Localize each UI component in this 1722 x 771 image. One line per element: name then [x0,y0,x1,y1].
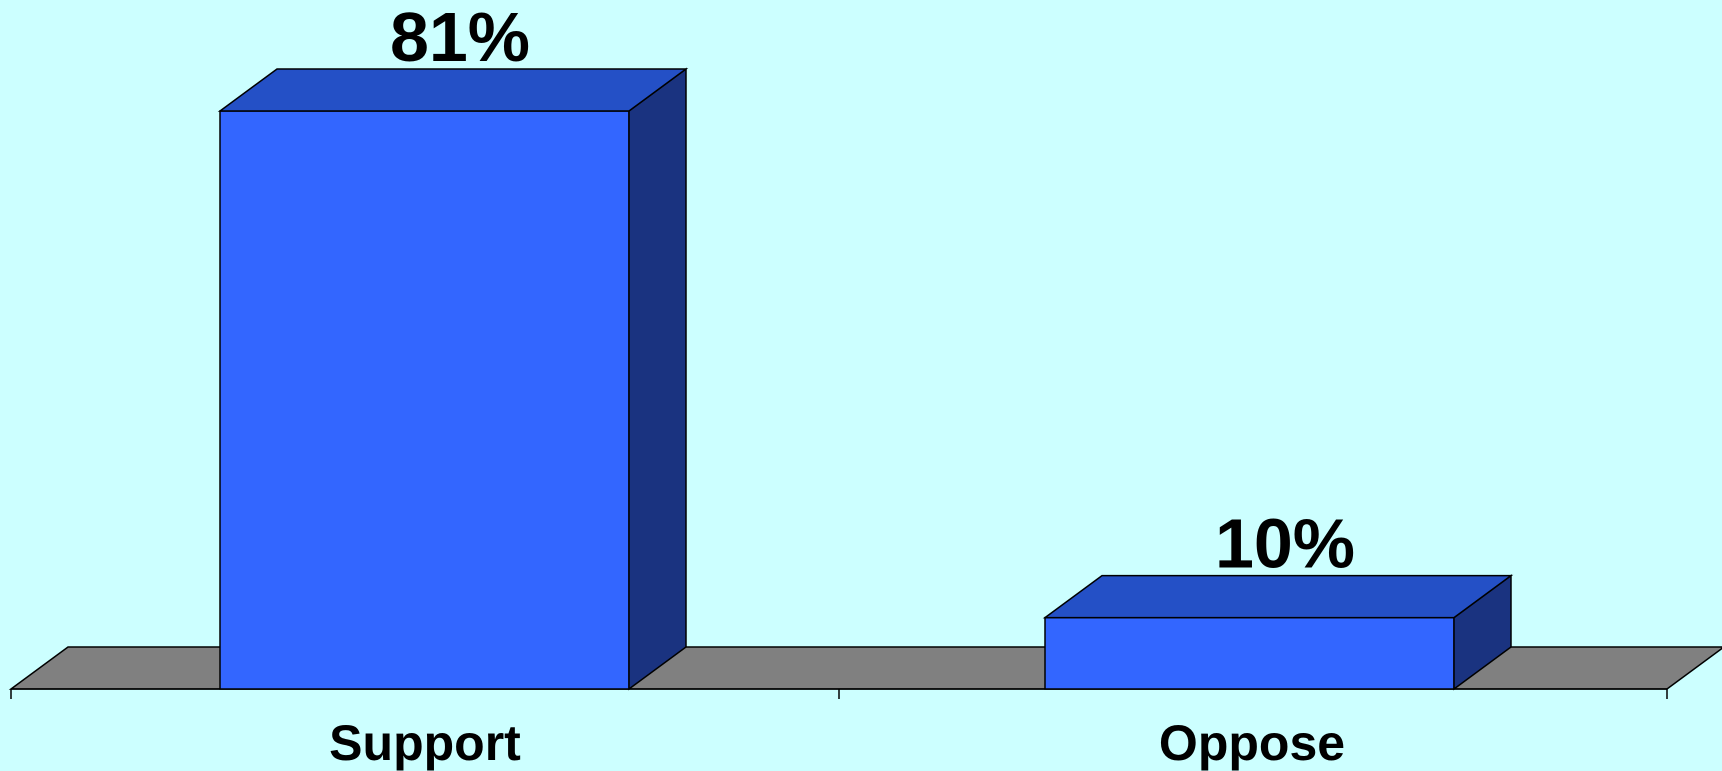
category-label-support: Support [329,715,521,771]
bar-top-face [217,68,689,112]
category-label-oppose: Oppose [1159,715,1345,771]
bar-front-face [219,110,630,690]
data-label-oppose: 10% [1215,505,1355,583]
bar-oppose [1042,574,1514,691]
bar-top-face [1042,574,1514,619]
data-label-support: 81% [390,0,530,76]
bar-front-face [1044,616,1455,690]
bar-support [217,67,689,691]
bar-side-face [628,67,687,691]
